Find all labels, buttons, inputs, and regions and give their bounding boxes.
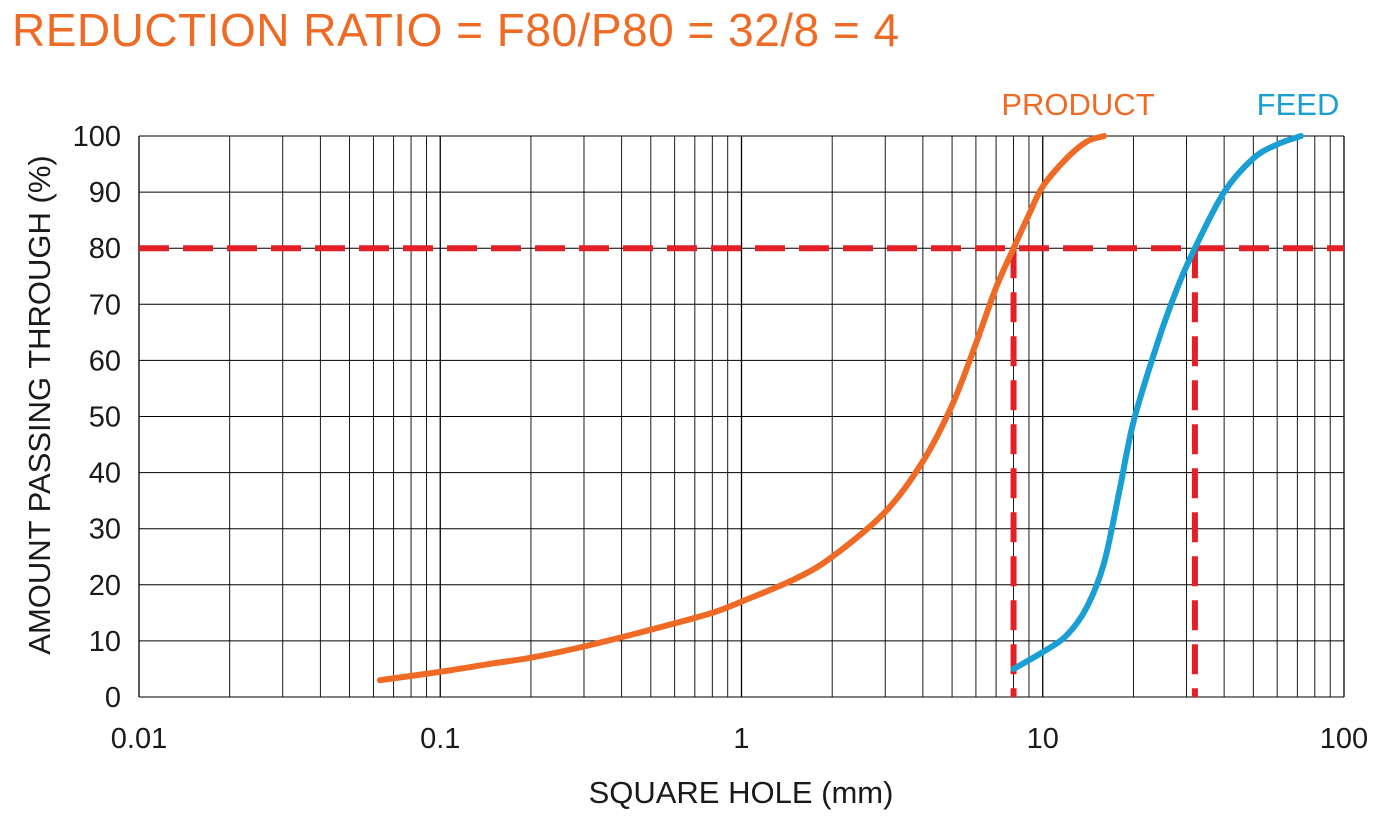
y-tick-label: 100 <box>73 121 121 153</box>
reference-lines <box>139 245 1344 697</box>
grid <box>138 135 1345 698</box>
series-lines <box>376 133 1304 684</box>
y-tick-label: 70 <box>89 289 121 321</box>
x-tick-labels: 0.01 0.1 1 10 100 <box>111 723 1368 755</box>
x-tick-label: 100 <box>1320 723 1368 755</box>
series-line-feed <box>1010 133 1304 672</box>
y-tick-label: 40 <box>89 458 121 490</box>
y-tick-label: 80 <box>89 233 121 265</box>
y-tick-label: 20 <box>89 570 121 602</box>
y-tick-label: 10 <box>89 626 121 658</box>
y-tick-label: 0 <box>105 682 121 714</box>
y-tick-label: 30 <box>89 514 121 546</box>
x-tick-label: 0.1 <box>420 723 460 755</box>
series-label-product: PRODUCT <box>1001 87 1154 122</box>
series-label-feed: FEED <box>1257 87 1340 122</box>
y-tick-labels: 0 10 20 30 40 50 60 70 80 90 100 <box>73 121 121 714</box>
y-tick-label: 60 <box>89 345 121 377</box>
x-tick-label: 1 <box>733 723 749 755</box>
series-line-product <box>376 133 1108 684</box>
y-axis-title: AMOUNT PASSING THROUGH (%) <box>22 155 57 654</box>
x-tick-label: 10 <box>1027 723 1059 755</box>
y-tick-label: 90 <box>89 177 121 209</box>
x-axis-title: SQUARE HOLE (mm) <box>589 775 894 810</box>
y-tick-label: 50 <box>89 402 121 434</box>
x-tick-label: 0.01 <box>111 723 167 755</box>
chart-title: REDUCTION RATIO = F80/P80 = 32/8 = 4 <box>12 4 900 56</box>
